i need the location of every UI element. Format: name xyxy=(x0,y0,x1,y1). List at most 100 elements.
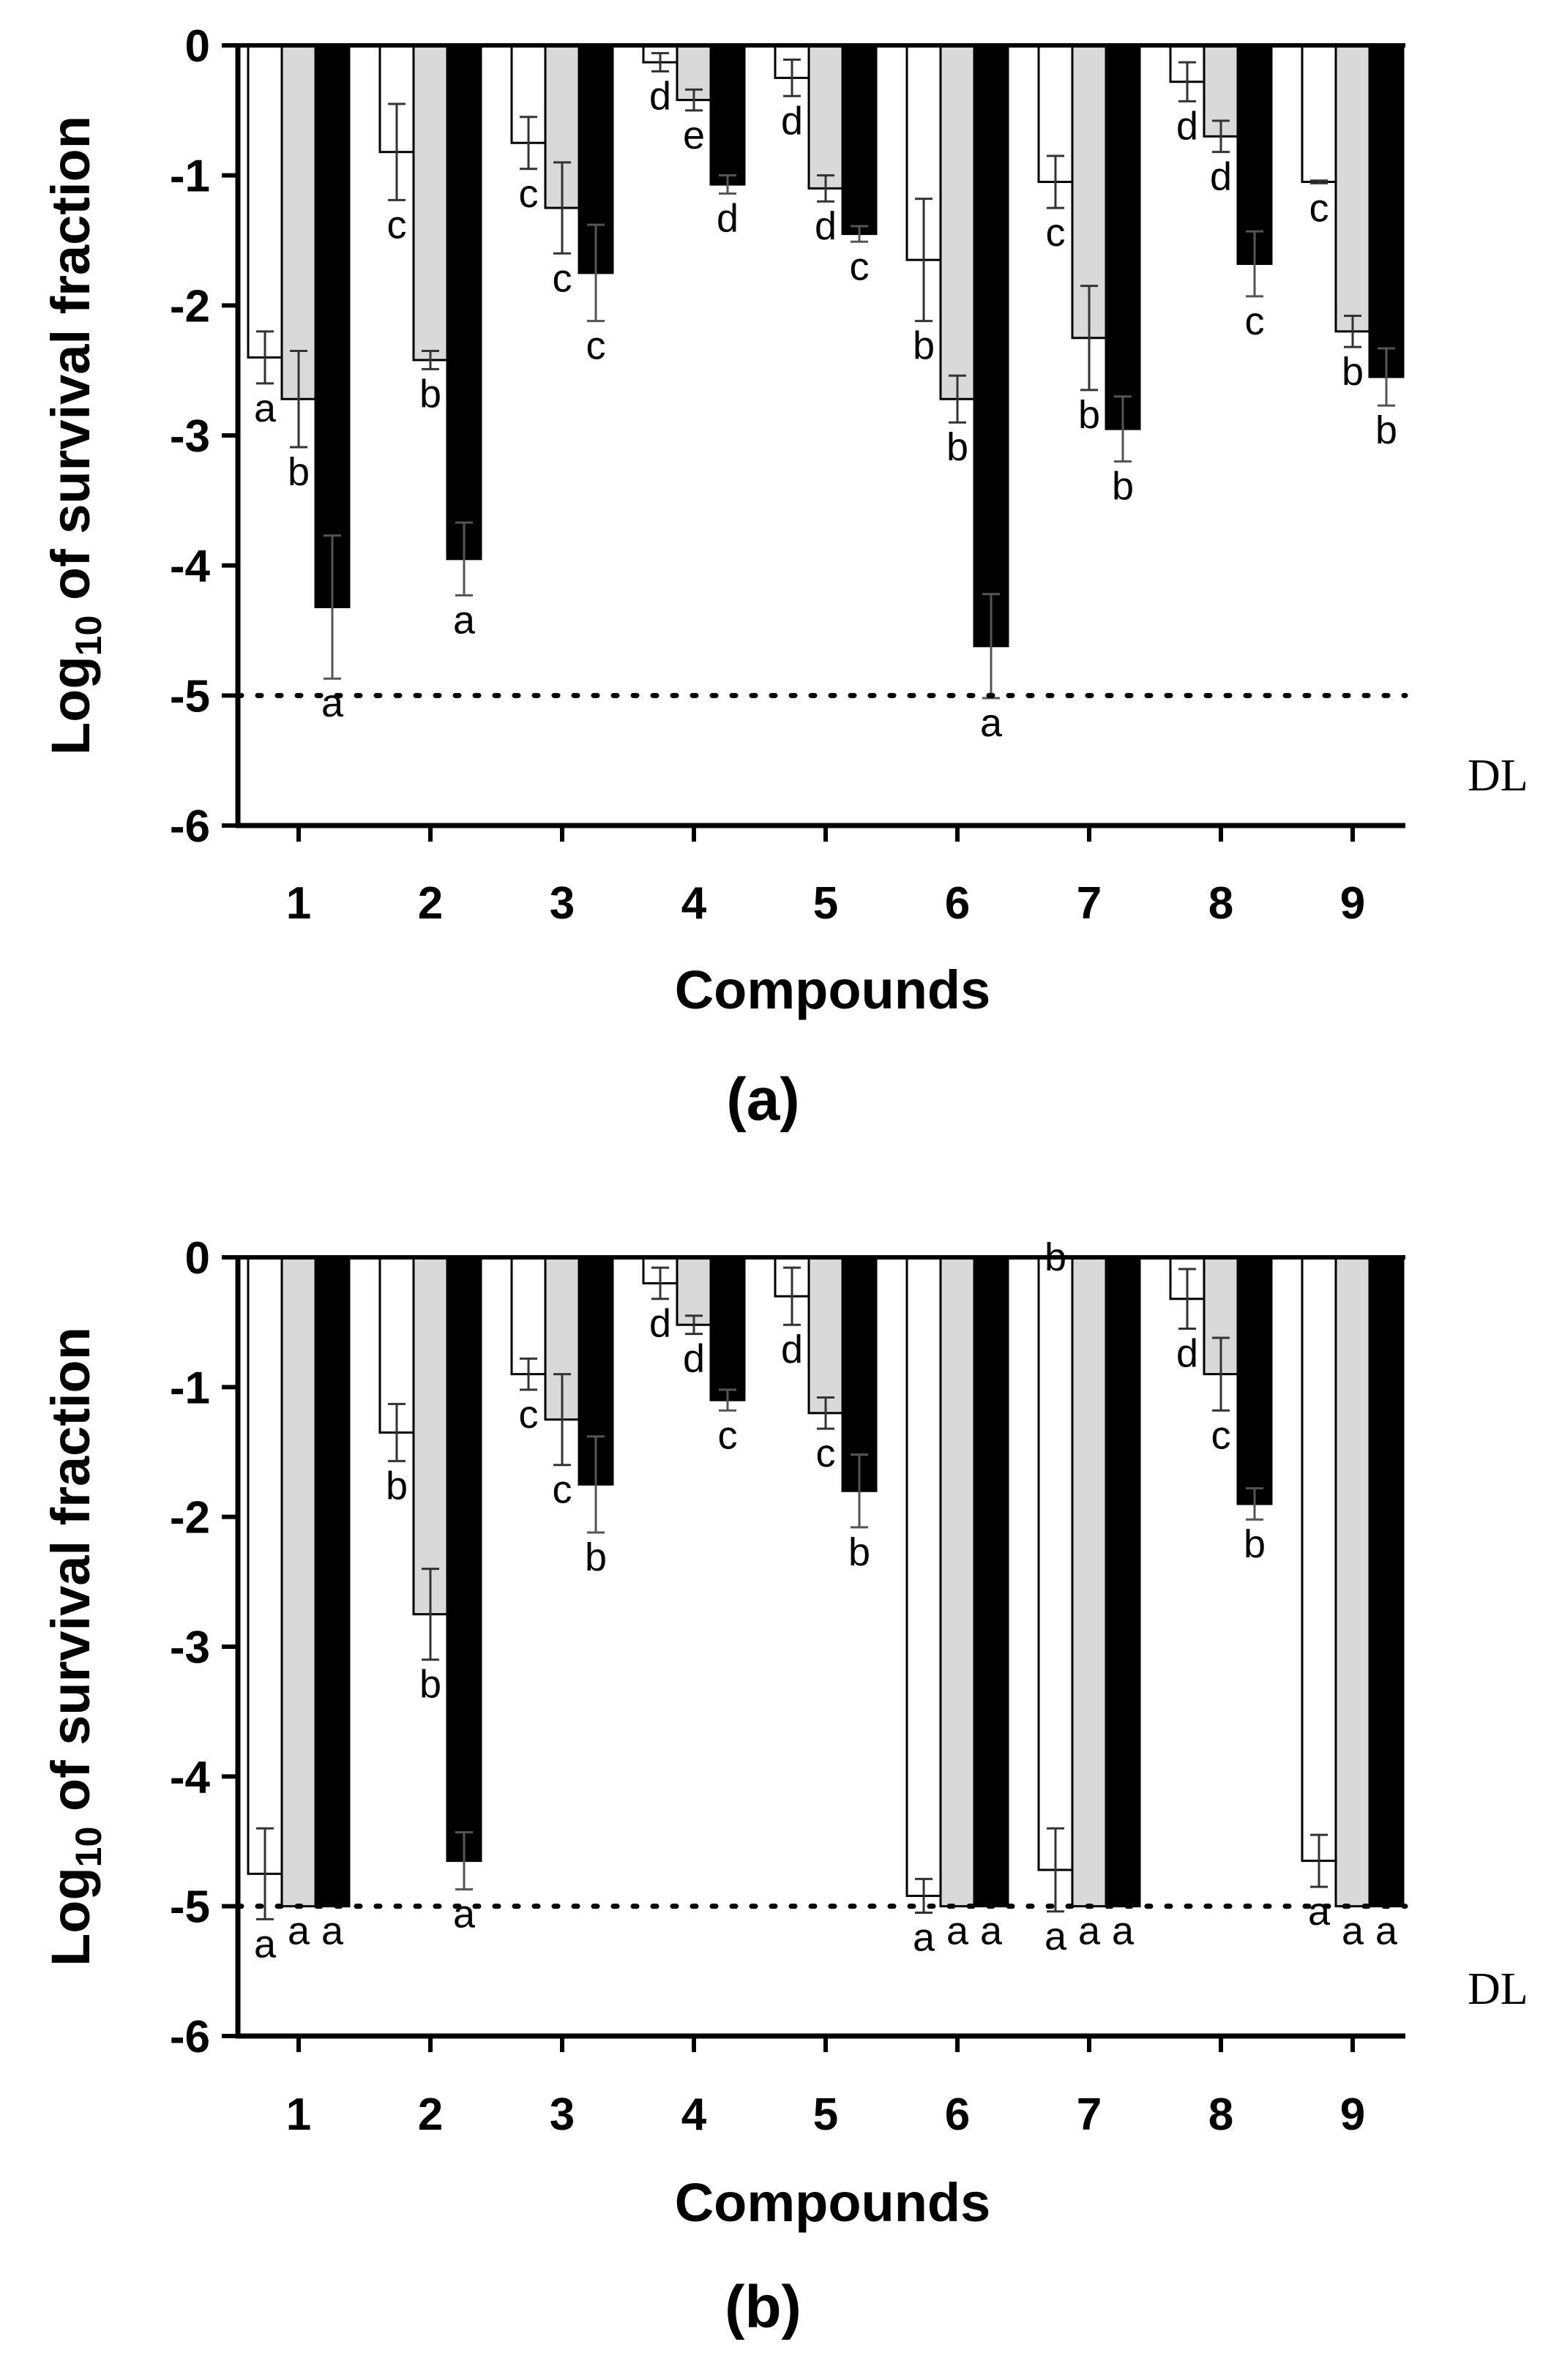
significance-letter: d xyxy=(649,1302,671,1346)
y-tick-label: -1 xyxy=(170,1363,210,1413)
significance-letter: d xyxy=(649,75,671,119)
bar-black-compound-4 xyxy=(709,44,746,186)
y-tick-label: -5 xyxy=(170,671,210,722)
x-tick-label: 4 xyxy=(681,878,707,929)
x-tick-label: 3 xyxy=(550,2089,575,2140)
bar-gray-compound-1 xyxy=(280,1256,317,1908)
significance-letter: a xyxy=(1112,1909,1135,1953)
significance-letter: c xyxy=(553,1468,572,1512)
y-tick-label: -4 xyxy=(170,542,211,592)
bar-gray-compound-5 xyxy=(807,44,844,190)
significance-letter: d xyxy=(1176,104,1198,148)
x-tick-label: 7 xyxy=(1077,878,1102,929)
x-tick-label: 1 xyxy=(286,2089,311,2140)
y-tick-label: -2 xyxy=(170,1493,210,1543)
y-axis-title: Log10 of survival fraction xyxy=(40,1327,109,1967)
bar-black-compound-6 xyxy=(973,1256,1009,1908)
significance-letter: d xyxy=(781,99,803,143)
significance-letter: a xyxy=(1308,1890,1331,1934)
significance-letter: a xyxy=(1342,1909,1364,1953)
x-tick-label: 9 xyxy=(1340,878,1365,929)
x-tick-label: 7 xyxy=(1077,2089,1102,2140)
panel-a: 0-1-2-3-4-5-6accddbcdcbbcedbbdbaacdcabcb… xyxy=(40,21,1528,1133)
significance-letter: c xyxy=(816,1432,836,1475)
y-tick-label: -6 xyxy=(170,2012,210,2062)
significance-letter: a xyxy=(913,1916,935,1960)
significance-letter: b xyxy=(1375,408,1397,452)
x-tick-label: 5 xyxy=(813,2089,838,2140)
panel-label: (a) xyxy=(726,1066,799,1133)
significance-letter: c xyxy=(1309,186,1329,230)
x-tick-label: 5 xyxy=(813,878,838,929)
significance-letter: c xyxy=(586,324,606,368)
significance-letter: e xyxy=(683,113,705,157)
bar-white-compound-7 xyxy=(1037,1256,1074,1871)
bar-gray-compound-2 xyxy=(412,1256,449,1616)
x-tick-label: 4 xyxy=(681,2089,707,2140)
significance-letter: c xyxy=(1211,1413,1231,1457)
x-axis-title: Compounds xyxy=(675,959,991,1020)
significance-letter: c xyxy=(387,203,407,247)
significance-letter: a xyxy=(453,599,476,643)
x-tick-label: 6 xyxy=(945,878,970,929)
significance-letter: b xyxy=(1244,1522,1266,1566)
panel-label: (b) xyxy=(725,2274,801,2340)
significance-letter: b xyxy=(288,450,310,494)
y-tick-label: -3 xyxy=(170,1623,210,1673)
significance-letter: b xyxy=(386,1464,408,1508)
x-tick-label: 3 xyxy=(550,878,575,929)
bar-gray-compound-1 xyxy=(280,44,317,400)
significance-letter: a xyxy=(980,1909,1003,1953)
bar-black-compound-1 xyxy=(314,1256,351,1908)
bar-black-compound-5 xyxy=(841,1256,878,1492)
bar-gray-compound-9 xyxy=(1334,1256,1371,1908)
significance-letter: b xyxy=(913,324,935,368)
significance-letter: c xyxy=(1245,299,1265,343)
bar-white-compound-9 xyxy=(1301,44,1337,184)
y-tick-label: 0 xyxy=(185,1233,210,1284)
bar-gray-compound-5 xyxy=(807,1256,844,1415)
bar-gray-compound-6 xyxy=(939,1256,976,1908)
detection-limit-label: DL xyxy=(1468,751,1528,801)
significance-letter: b xyxy=(1342,350,1364,394)
bar-black-compound-7 xyxy=(1105,1256,1141,1908)
x-tick-label: 9 xyxy=(1340,2089,1365,2140)
y-axis-title-main: Log xyxy=(40,1867,101,1967)
significance-letter: b xyxy=(1078,393,1100,437)
significance-letter: c xyxy=(519,1393,539,1437)
y-tick-label: -1 xyxy=(170,151,210,202)
significance-letter: a xyxy=(254,1922,277,1966)
significance-letter: a xyxy=(980,701,1003,745)
bar-black-compound-4 xyxy=(709,1256,746,1402)
significance-letter: d xyxy=(1210,155,1232,199)
x-tick-label: 6 xyxy=(945,2089,970,2140)
bar-white-compound-9 xyxy=(1301,1256,1337,1863)
y-axis-title-rest: of survival fraction xyxy=(40,116,101,615)
bar-white-compound-1 xyxy=(247,44,283,359)
significance-letter: b xyxy=(946,425,968,469)
x-tick-label: 8 xyxy=(1208,2089,1233,2140)
bar-black-compound-6 xyxy=(973,44,1009,648)
y-tick-label: -4 xyxy=(170,1752,211,1803)
significance-letter: b xyxy=(419,372,441,416)
y-axis-title-subscript: 10 xyxy=(68,615,109,656)
significance-letter: c xyxy=(1046,211,1066,255)
significance-letter: d xyxy=(683,1337,705,1381)
bar-black-compound-5 xyxy=(841,44,878,236)
y-tick-label: -3 xyxy=(170,411,210,462)
significance-letter: a xyxy=(1078,1909,1101,1953)
significance-letter: a xyxy=(1375,1909,1398,1953)
bar-black-compound-2 xyxy=(446,1256,482,1863)
y-axis-title-rest: of survival fraction xyxy=(40,1327,101,1827)
bar-gray-compound-7 xyxy=(1071,1256,1107,1908)
x-tick-label: 1 xyxy=(286,878,311,929)
bar-black-compound-9 xyxy=(1368,1256,1405,1908)
significance-letter: a xyxy=(946,1909,969,1953)
significance-letter: b xyxy=(848,1530,870,1574)
bar-black-compound-8 xyxy=(1236,1256,1273,1505)
y-axis-title: Log10 of survival fraction xyxy=(40,116,109,755)
bar-gray-compound-2 xyxy=(412,44,449,362)
x-tick-label: 2 xyxy=(418,878,443,929)
x-axis-title: Compounds xyxy=(675,2172,991,2233)
y-axis-title-subscript: 10 xyxy=(68,1827,109,1868)
